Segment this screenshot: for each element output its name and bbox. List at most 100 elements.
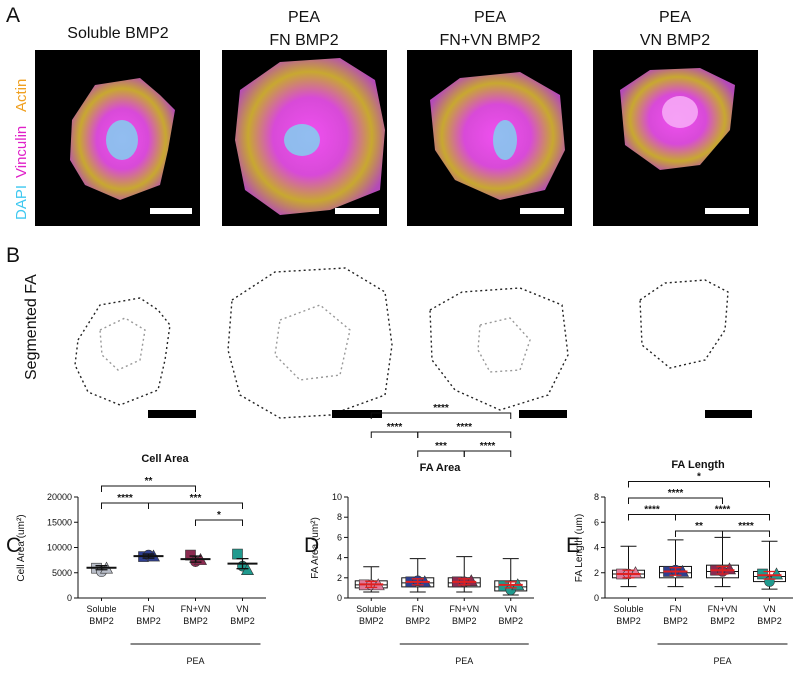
significance-label: ****	[387, 422, 403, 433]
y-tick-label: 6	[594, 517, 599, 527]
significance-bracket	[195, 519, 243, 526]
significance-label: *	[697, 472, 701, 483]
scale-bars	[148, 410, 752, 418]
y-tick-label: 20000	[47, 492, 72, 502]
x-tick-label: BMP2	[136, 616, 161, 626]
stain-label: DAPI	[13, 185, 30, 220]
error-bar	[622, 569, 635, 579]
significance-bracket	[101, 485, 196, 492]
significance-label: ****	[715, 505, 731, 516]
significance-label: **	[695, 521, 703, 532]
significance-bracket	[675, 514, 770, 521]
panel-letter: A	[6, 4, 20, 27]
significance-label: ****	[117, 493, 133, 504]
stain-label: Actin	[13, 79, 30, 112]
axis-label: FA Length (um)	[574, 514, 585, 582]
x-tick-label: Soluble	[356, 604, 386, 614]
significance-label: ****	[738, 521, 754, 532]
replicate-mean	[232, 548, 243, 560]
error-bar	[458, 578, 471, 586]
error-bar	[763, 570, 776, 580]
segmented-fa	[639, 279, 729, 369]
y-tick-label: 8	[594, 492, 599, 502]
x-tick-label: Soluble	[86, 604, 116, 614]
significance-label: ***	[435, 441, 447, 452]
significance-bracket	[417, 431, 512, 438]
y-tick-label: 10000	[47, 543, 72, 553]
chart-title: FA Length	[671, 459, 725, 471]
y-tick-label: 10	[332, 492, 342, 502]
axis-label: Cell Area (um²)	[16, 514, 27, 581]
column-title: FN BMP2	[269, 32, 338, 49]
error-bar	[716, 565, 729, 575]
x-tick-label: FN+VN	[708, 604, 738, 614]
x-tick-label: BMP2	[89, 616, 114, 626]
segmented-fa	[429, 287, 569, 411]
whisker	[714, 536, 731, 588]
x-tick-label: BMP2	[757, 616, 782, 626]
column-title: VN BMP2	[640, 32, 710, 49]
y-tick-label: 0	[594, 593, 599, 603]
group-label: PEA	[713, 656, 731, 666]
chart-title: Cell Area	[141, 453, 189, 465]
panel-letter: D	[304, 534, 319, 557]
column-title: PEA	[474, 9, 506, 26]
x-tick-label: BMP2	[663, 616, 688, 626]
significance-bracket	[628, 481, 770, 488]
panel-letter: B	[6, 244, 20, 267]
replicate-mean	[757, 568, 768, 580]
replicate-mean	[464, 574, 478, 587]
x-tick-label: VN	[763, 604, 776, 614]
x-tick-label: FN	[670, 604, 682, 614]
chart-title: FA Area	[420, 462, 462, 474]
significance-label: ****	[456, 422, 472, 433]
micrograph	[222, 50, 387, 226]
column-title: PEA	[659, 9, 691, 26]
y-tick-label: 5000	[52, 568, 72, 578]
error-bar	[189, 555, 202, 563]
y-tick-label: 4	[337, 553, 342, 563]
y-tick-label: 15000	[47, 517, 72, 527]
x-tick-label: BMP2	[405, 616, 430, 626]
x-tick-label: BMP2	[498, 616, 523, 626]
significance-bracket	[628, 497, 723, 504]
x-tick-label: FN	[412, 604, 424, 614]
significance-label: ***	[190, 493, 202, 504]
error-bar	[95, 565, 108, 571]
significance-bracket	[148, 502, 243, 509]
column-title: PEA	[288, 9, 320, 26]
x-tick-label: FN+VN	[181, 604, 211, 614]
axis-label: FA Area (um²)	[310, 517, 321, 579]
y-tick-label: 2	[594, 568, 599, 578]
significance-bracket	[370, 412, 512, 419]
x-tick-label: VN	[236, 604, 249, 614]
y-tick-label: 2	[337, 573, 342, 583]
x-tick-label: BMP2	[230, 616, 255, 626]
y-tick-label: 4	[594, 543, 599, 553]
axis-label: Segmented FA	[23, 274, 40, 380]
segmented-fa	[227, 267, 393, 419]
micrograph	[593, 50, 758, 226]
x-tick-label: BMP2	[452, 616, 477, 626]
segmented-fa	[74, 297, 171, 406]
y-tick-label: 6	[337, 532, 342, 542]
y-tick-label: 8	[337, 512, 342, 522]
x-tick-label: BMP2	[359, 616, 384, 626]
error-bar	[411, 578, 424, 586]
stain-label: Vinculin	[13, 126, 30, 178]
whisker	[620, 545, 637, 588]
group-label: PEA	[455, 656, 473, 666]
significance-label: ****	[480, 441, 496, 452]
significance-label: ****	[644, 505, 660, 516]
x-tick-label: BMP2	[616, 616, 641, 626]
significance-label: *	[217, 510, 221, 521]
x-tick-label: BMP2	[183, 616, 208, 626]
column-title: FN+VN BMP2	[440, 32, 541, 49]
x-tick-label: BMP2	[710, 616, 735, 626]
micrograph	[407, 50, 572, 226]
whisker	[667, 539, 684, 588]
significance-label: ****	[433, 403, 449, 414]
y-tick-label: 0	[67, 593, 72, 603]
